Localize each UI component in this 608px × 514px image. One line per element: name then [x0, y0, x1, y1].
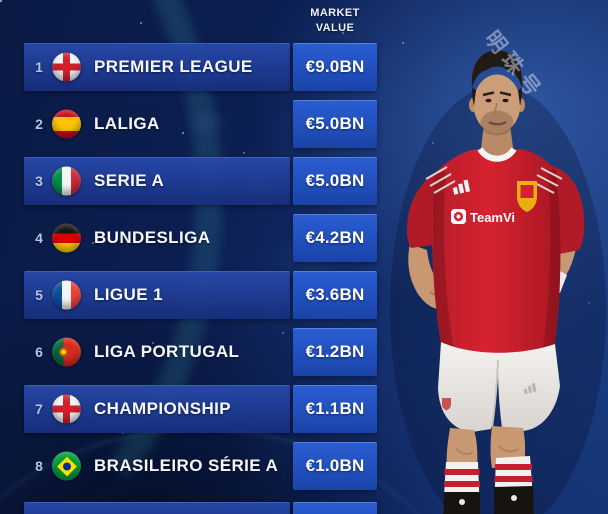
market-value-text: €3.6BN [305, 285, 365, 304]
portugal-flag-icon [52, 337, 81, 367]
market-value-text: €1.2BN [305, 342, 365, 361]
market-value-badge: €4.2BN [293, 214, 377, 262]
england-flag-icon [52, 52, 81, 82]
ranking-row: 4 BUNDESLIGA €4.2BN [0, 214, 608, 262]
rank-number: 1 [35, 59, 43, 75]
jersey-collar [477, 147, 517, 162]
rank-number: 4 [35, 230, 43, 246]
club-crest [517, 181, 537, 212]
france-flag-icon [52, 280, 81, 310]
league-name: LIGA PORTUGAL [94, 342, 240, 361]
market-value-header: MARKET VALUE [293, 6, 377, 36]
league-name: BUNDESLIGA [94, 228, 211, 247]
market-value-badge: €5.0BN [293, 157, 377, 205]
row-background-bar [24, 502, 290, 514]
player-shorts [438, 342, 560, 432]
star-field-decoration [0, 0, 2, 2]
league-name: SERIE A [94, 171, 165, 190]
player-socks [443, 456, 534, 514]
england-flag-icon [52, 394, 81, 424]
sponsor-logo: TeamVi [451, 209, 515, 225]
italy-flag-icon [52, 166, 81, 196]
league-name: LALIGA [94, 114, 160, 133]
rank-number: 6 [35, 344, 43, 360]
market-value-text: €9.0BN [305, 57, 365, 76]
market-value-badge: €3.6BN [293, 271, 377, 319]
market-value-badge: €5.0BN [293, 100, 377, 148]
market-value-header-line1: MARKET [310, 7, 360, 19]
adidas-logo [452, 179, 471, 195]
league-name: BRASILEIRO SÉRIE A [94, 456, 279, 475]
market-value-badge: €1.2BN [293, 328, 377, 376]
market-value-badge: €1.1BN [293, 385, 377, 433]
ranking-row-partial [0, 502, 608, 514]
market-value-badge: €9.0BN [293, 43, 377, 91]
market-value-header-line2: VALUE [315, 21, 355, 34]
ranking-row: 2 LALIGA €5.0BN [0, 100, 608, 148]
ranking-row: 6 LIGA PORTUGAL €1.2BN [0, 328, 608, 376]
germany-flag-icon [52, 223, 81, 253]
brazil-flag-icon [52, 451, 81, 481]
spain-flag-icon [52, 109, 81, 139]
ranking-row: 7 CHAMPIONSHIP €1.1BN [0, 385, 608, 433]
sponsor-text: TeamVi [470, 210, 515, 225]
rank-number: 7 [35, 401, 43, 417]
market-value-text: €1.0BN [305, 456, 365, 475]
league-name: LIGUE 1 [94, 285, 163, 304]
market-value-text: €5.0BN [305, 171, 365, 190]
market-value-badge [293, 502, 377, 514]
market-value-text: €4.2BN [305, 228, 365, 247]
rank-number: 8 [35, 458, 43, 474]
player-head [469, 50, 525, 136]
rank-number: 3 [35, 173, 43, 189]
market-value-badge: €1.0BN [293, 442, 377, 490]
ranking-row: 8 BRASILEIRO SÉRIE A €1.0BN [0, 442, 608, 490]
league-name: PREMIER LEAGUE [94, 57, 253, 76]
ranking-row: 5 LIGUE 1 €3.6BN [0, 271, 608, 319]
ranking-row: 3 SERIE A €5.0BN [0, 157, 608, 205]
rank-number: 2 [35, 116, 43, 132]
rank-number: 5 [35, 287, 43, 303]
market-value-text: €1.1BN [305, 399, 365, 418]
player-image: TeamVi [390, 50, 606, 514]
league-name: CHAMPIONSHIP [94, 399, 232, 418]
player-neck [480, 124, 514, 162]
market-value-text: €5.0BN [305, 114, 365, 133]
ranking-row: 1 PREMIER LEAGUE €9.0BN [0, 43, 608, 91]
